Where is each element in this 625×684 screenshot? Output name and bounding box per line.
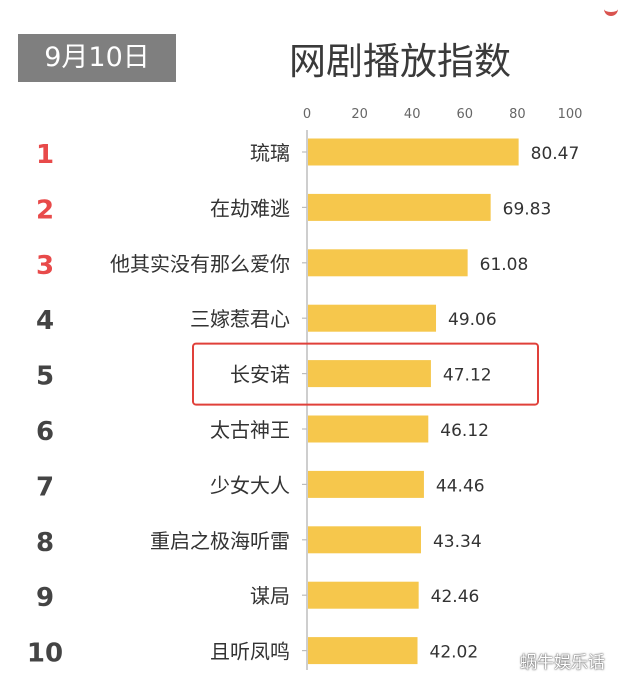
rank-number: 8 (36, 528, 54, 558)
rank-number: 3 (36, 251, 54, 281)
category-label: 琉璃 (250, 141, 290, 165)
bar (308, 360, 431, 388)
bar (308, 193, 491, 221)
rank-number: 7 (36, 472, 54, 502)
bar-row: 10 且听凤鸣 42.02 (27, 637, 478, 669)
value-label: 43.34 (433, 532, 482, 552)
category-label: 太古神王 (210, 418, 290, 442)
bar-rows: 1 琉璃 80.472 在劫难逃 69.833 他其实没有那么爱你 61.084 三嫁惹君心 4… (27, 138, 580, 669)
bar (308, 581, 419, 609)
value-label: 69.83 (503, 199, 552, 219)
x-tick-label: 20 (351, 107, 368, 122)
category-label: 他其实没有那么爱你 (110, 252, 290, 276)
x-axis-ticks: 0 20 40 60 80 100 (303, 107, 583, 122)
bar (308, 526, 421, 554)
category-label: 三嫁惹君心 (190, 307, 290, 331)
bar (308, 138, 519, 166)
bar-row: 7 少女大人 44.46 (36, 470, 485, 502)
rank-number: 10 (27, 639, 63, 669)
value-label: 49.06 (448, 310, 497, 330)
value-label: 47.12 (443, 366, 492, 386)
bar-row: 4 三嫁惹君心 49.06 (36, 304, 497, 336)
rank-number: 6 (36, 417, 54, 447)
bar-row: 5 长安诺 47.12 (36, 360, 492, 392)
chart-title: 网剧播放指数 (289, 40, 511, 83)
rank-number: 9 (36, 583, 54, 613)
bar-row: 1 琉璃 80.47 (36, 138, 580, 170)
x-tick-label: 100 (558, 107, 583, 122)
bar-row: 6 太古神王 46.12 (36, 415, 489, 447)
bar (308, 415, 429, 443)
category-label: 少女大人 (210, 473, 290, 497)
category-label: 重启之极海听雷 (150, 529, 290, 553)
watermark: 蜗牛娱乐话 (520, 653, 605, 673)
highlight-box (192, 342, 539, 406)
value-label: 80.47 (531, 144, 580, 164)
bar (308, 304, 437, 332)
rank-number: 2 (36, 195, 54, 225)
value-label: 44.46 (436, 476, 485, 496)
corner-mark (604, 2, 618, 16)
bar-row: 8 重启之极海听雷 43.34 (36, 526, 482, 558)
x-tick-label: 80 (509, 107, 526, 122)
rank-number: 4 (36, 306, 54, 336)
x-tick-label: 0 (303, 107, 311, 122)
category-label: 且听凤鸣 (210, 640, 290, 664)
bar (308, 637, 418, 665)
category-label: 谋局 (250, 584, 290, 608)
bar-row: 2 在劫难逃 69.83 (36, 193, 552, 225)
value-label: 46.12 (440, 421, 489, 441)
category-label: 在劫难逃 (210, 196, 290, 220)
date-badge: 9月10日 (18, 34, 176, 82)
value-label: 42.46 (431, 587, 480, 607)
bar (308, 470, 424, 498)
category-label: 长安诺 (230, 363, 290, 387)
bar-row: 3 他其实没有那么爱你 61.08 (36, 249, 529, 281)
x-tick-label: 60 (457, 107, 474, 122)
x-tick-label: 40 (404, 107, 421, 122)
value-label: 42.02 (430, 643, 479, 663)
rank-number: 5 (36, 362, 54, 392)
value-label: 61.08 (480, 255, 529, 275)
rank-number: 1 (36, 140, 54, 170)
bar-row: 9 谋局 42.46 (36, 581, 480, 613)
bar (308, 249, 468, 277)
